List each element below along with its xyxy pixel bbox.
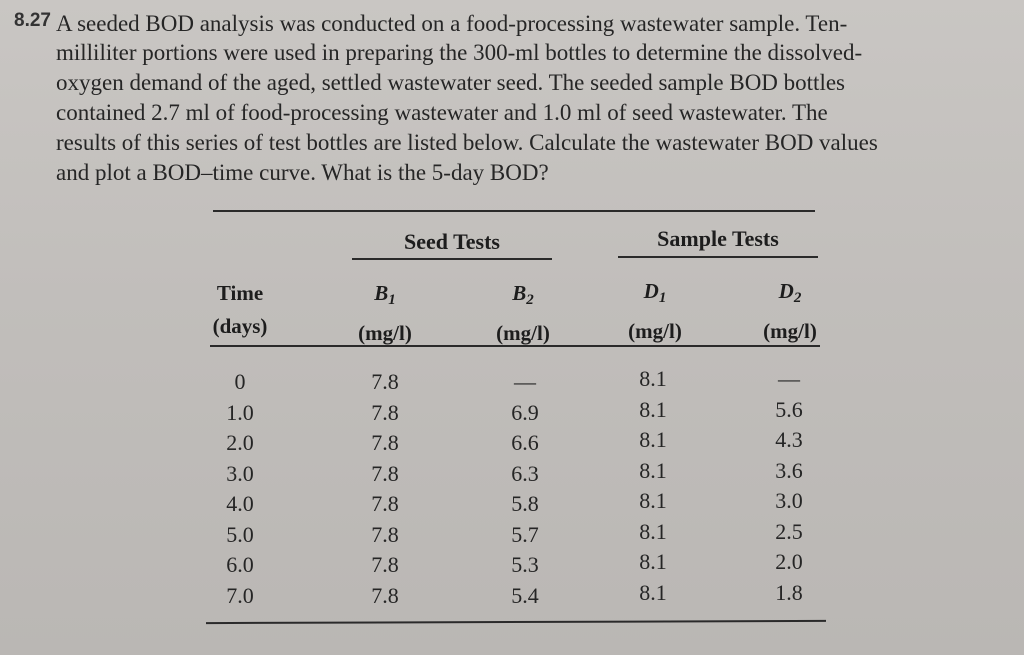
col-header-b1-subscript: 1 (388, 292, 396, 308)
b1-cell-5: 7.8 (371, 521, 399, 547)
d2-cell-4: 3.0 (775, 488, 803, 513)
seed-group-rule (352, 258, 552, 260)
d1-cell-3: 8.1 (639, 457, 667, 483)
b2-cell-6: 5.3 (511, 552, 539, 577)
b2-cell-3: 6.3 (511, 460, 539, 486)
d2-cell-0: — (778, 366, 800, 391)
b2-cell-7: 5.4 (511, 582, 539, 608)
d1-cell-1: 8.1 (639, 396, 667, 422)
b2-cell-4: 5.8 (511, 491, 539, 516)
table-bottom-rule (205, 619, 827, 625)
d2-cell-7: 1.8 (775, 579, 803, 605)
col-header-d1-unit: (mg/l) (628, 319, 682, 343)
col-header-d1-subscript: 1 (658, 290, 667, 306)
d2-cell-1: 5.6 (775, 396, 803, 422)
col-header-d2-unit: (mg/l) (763, 319, 817, 343)
b1-cell-2: 7.8 (371, 430, 399, 455)
col-header-b2-unit: (mg/l) (496, 321, 550, 345)
d2-cell-6: 2.0 (775, 549, 803, 574)
b2-cell-5: 5.7 (511, 521, 539, 547)
problem-line-6: and plot a BOD–time curve. What is the 5… (56, 160, 549, 185)
time-cell-3: 3.0 (226, 460, 254, 486)
col-header-d1-symbol: D (643, 279, 659, 303)
b2-cell-2: 6.6 (511, 430, 539, 455)
col-header-b2-subscript: 2 (526, 292, 534, 308)
d2-cell-3: 3.6 (775, 457, 803, 483)
b1-cell-7: 7.8 (371, 582, 399, 608)
table-top-rule (213, 210, 815, 212)
problem-line-4: contained 2.7 ml of food-processing wast… (56, 100, 828, 125)
time-cell-0: 0 (234, 369, 246, 394)
col-header-d2-subscript: 2 (793, 290, 802, 306)
time-cell-1: 1.0 (226, 399, 254, 425)
col-header-d2-symbol: D (778, 279, 794, 303)
col-header-b2: B2 (mg/l) (478, 277, 568, 350)
problem-line-2: milliliter portions were used in prepari… (56, 40, 863, 65)
b1-cell-1: 7.8 (371, 399, 399, 425)
b1-cell-4: 7.8 (371, 491, 399, 516)
time-cell-2: 2.0 (226, 430, 254, 455)
sample-group-rule (618, 256, 818, 258)
b1-cell-3: 7.8 (371, 460, 399, 486)
col-header-b1-unit: (mg/l) (358, 321, 412, 345)
b2-cell-1: 6.9 (511, 399, 539, 425)
col-header-b1-symbol: B (374, 281, 389, 305)
col-header-time-label: Time (216, 281, 264, 305)
b2-cell-0: — (514, 369, 536, 394)
col-header-d1: D1 (mg/l) (610, 275, 700, 348)
d1-cell-0: 8.1 (639, 366, 667, 391)
time-cell-7: 7.0 (226, 582, 254, 608)
d1-cell-6: 8.1 (639, 549, 667, 574)
d1-cell-2: 8.1 (639, 427, 667, 452)
time-cell-6: 6.0 (226, 552, 254, 577)
b1-cell-6: 7.8 (371, 552, 399, 577)
seed-tests-header: Seed Tests (404, 229, 500, 254)
problem-line-1: A seeded BOD analysis was conducted on a… (56, 11, 848, 36)
d1-cell-4: 8.1 (639, 488, 667, 513)
b1-cell-0: 7.8 (371, 369, 399, 394)
time-cell-5: 5.0 (226, 521, 254, 547)
col-header-b1: B1 (mg/l) (340, 277, 430, 350)
problem-line-5: results of this series of test bottles a… (56, 130, 878, 155)
d2-cell-2: 4.3 (775, 427, 803, 452)
time-cell-4: 4.0 (226, 491, 254, 516)
header-bottom-rule (210, 345, 820, 347)
sample-tests-header: Sample Tests (657, 226, 779, 251)
d2-cell-5: 2.5 (775, 518, 803, 544)
col-header-time: Time (days) (195, 277, 285, 343)
d1-cell-7: 8.1 (639, 579, 667, 605)
problem-line-3: oxygen demand of the aged, settled waste… (56, 70, 845, 95)
d1-cell-5: 8.1 (639, 518, 667, 544)
problem-number: 8.27 (14, 10, 51, 31)
col-header-d2: D2 (mg/l) (745, 275, 835, 348)
col-header-b2-symbol: B (512, 281, 527, 305)
col-header-time-unit: (days) (212, 314, 268, 338)
